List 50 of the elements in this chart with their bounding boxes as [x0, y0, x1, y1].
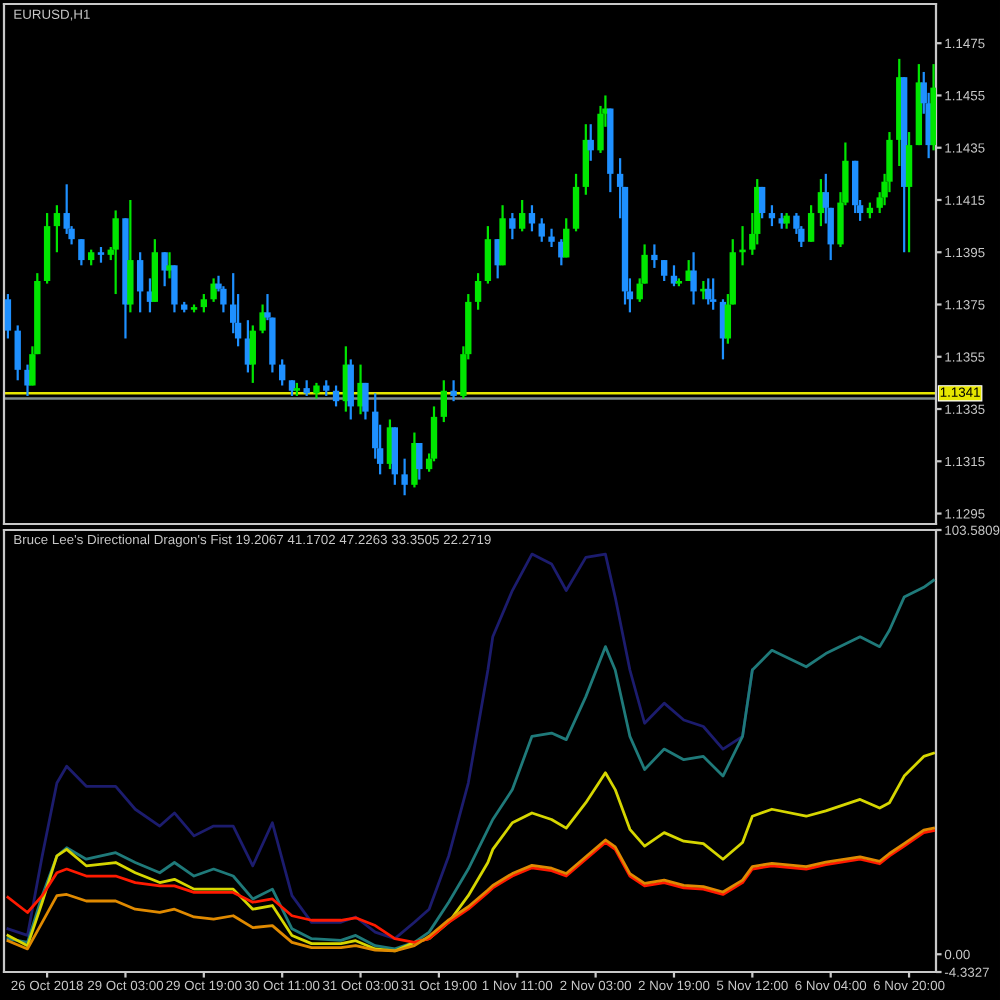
- candlestick: [572, 172, 580, 233]
- candlestick: [411, 431, 418, 489]
- candlestick: [78, 238, 85, 267]
- candlestick: [548, 227, 555, 249]
- candlestick: [249, 324, 256, 384]
- candlestick: [509, 211, 516, 241]
- candlestick: [528, 204, 536, 233]
- candlestick: [259, 303, 266, 335]
- candlestick: [112, 209, 119, 296]
- candlestick: [499, 204, 506, 267]
- candlestick: [538, 217, 545, 243]
- candlestick: [332, 384, 340, 408]
- candlestick: [171, 264, 178, 314]
- candlestick: [518, 198, 526, 233]
- candlestick: [200, 292, 207, 314]
- candlestick: [416, 441, 423, 481]
- candlestick: [166, 251, 173, 280]
- candlestick: [391, 426, 399, 486]
- candlestick: [563, 217, 570, 259]
- candlestick: [474, 272, 482, 311]
- candlestick: [582, 123, 590, 196]
- candlestick: [53, 204, 61, 254]
- candlestick: [661, 258, 668, 283]
- line-series: [6, 751, 935, 953]
- line-series: [6, 552, 754, 941]
- candlestick: [362, 381, 369, 421]
- candlestick: [768, 204, 776, 228]
- candlestick: [651, 243, 658, 270]
- candlestick: [905, 130, 913, 254]
- candlestick: [136, 251, 144, 314]
- candlestick: [690, 251, 697, 306]
- candlestick: [210, 277, 217, 303]
- candlestick: [587, 123, 594, 162]
- candlestick: [347, 358, 354, 421]
- candlestick: [705, 277, 712, 306]
- line-series: [6, 578, 935, 951]
- candlestick: [450, 379, 457, 403]
- candlestick: [401, 457, 408, 497]
- candlestick: [709, 277, 717, 311]
- candlestick: [63, 183, 70, 236]
- candlestick: [279, 358, 286, 387]
- candlestick: [14, 324, 21, 382]
- candlestick: [161, 251, 168, 288]
- candlestick: [127, 198, 134, 314]
- candlestick: [440, 379, 447, 424]
- candlestick: [758, 185, 766, 220]
- candlestick: [807, 204, 815, 243]
- candlestick: [4, 292, 12, 340]
- candlestick: [484, 225, 492, 285]
- candlestick: [852, 159, 859, 215]
